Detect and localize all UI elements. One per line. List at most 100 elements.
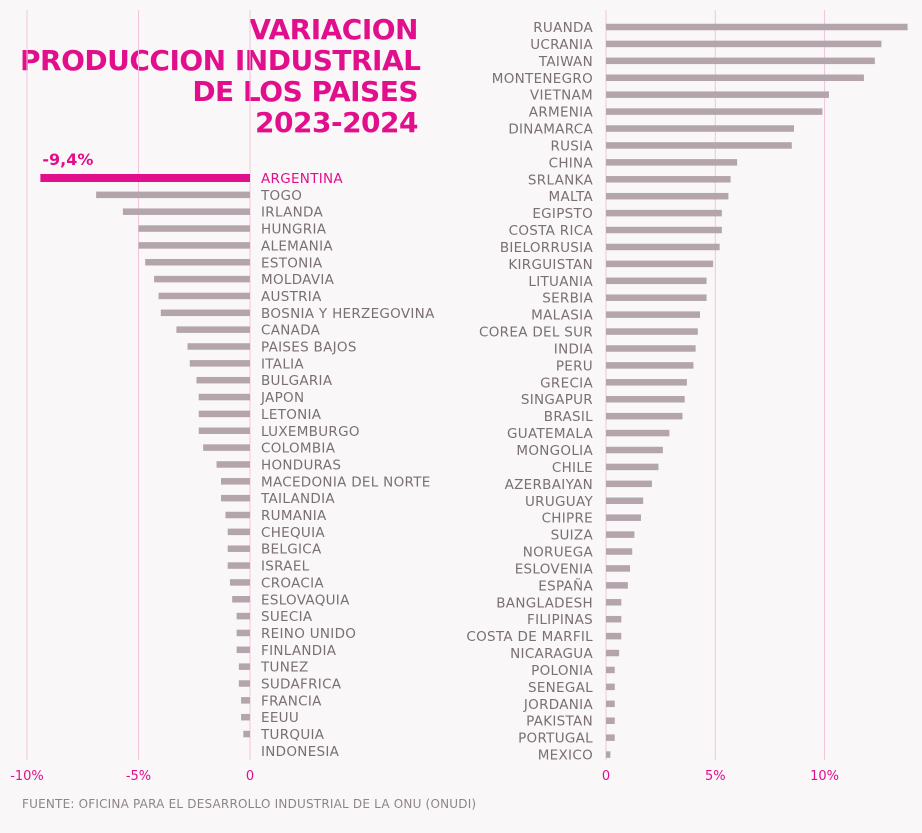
bar (606, 243, 720, 251)
category-label: FINLANDIA (261, 643, 337, 659)
category-label: CHEQUIA (261, 525, 325, 541)
category-label: ESLOVAQUIA (261, 592, 350, 608)
category-label: HUNGRIA (261, 222, 327, 238)
category-label: CHILE (552, 460, 593, 476)
category-label: MALTA (549, 189, 594, 205)
bar (606, 125, 794, 132)
category-label: INDIA (554, 341, 594, 357)
category-label: COSTA RICA (509, 223, 594, 239)
tick-label: 0 (602, 769, 610, 784)
bar (606, 294, 707, 301)
category-label: PORTUGAL (518, 731, 593, 747)
bar (198, 393, 250, 401)
bar (606, 379, 687, 386)
bar (606, 497, 644, 505)
bar (606, 362, 694, 369)
title-line: DE LOS PAISES (192, 75, 418, 108)
category-label: CHINA (549, 155, 594, 171)
bar (606, 514, 641, 521)
category-label: SUDAFRICA (261, 677, 342, 693)
category-label: MONGOLIA (516, 443, 593, 459)
category-label: BIELORRUSIA (500, 240, 594, 256)
tick-label: 0 (246, 769, 254, 784)
bar (238, 680, 250, 687)
category-label: LETONIA (261, 407, 322, 423)
bar (227, 528, 250, 536)
bar (606, 531, 635, 538)
category-label: BELGICA (261, 542, 322, 558)
bar (241, 697, 250, 704)
category-label: ALEMANIA (261, 238, 333, 254)
bar (606, 23, 908, 31)
bar (606, 429, 670, 437)
tick-label: 5% (705, 769, 726, 784)
category-label: BANGLADESH (496, 595, 593, 611)
bar (606, 751, 611, 758)
category-label: DINAMARCA (508, 122, 593, 138)
category-label: INDONESIA (261, 744, 340, 760)
bar (158, 292, 250, 300)
bar (606, 734, 615, 741)
category-label: SRLANKA (528, 172, 594, 188)
bar (606, 565, 631, 572)
bar (606, 176, 731, 183)
category-label: URUGUAY (525, 494, 593, 510)
category-label: ARMENIA (529, 105, 594, 121)
category-label: CHIPRE (542, 511, 593, 527)
category-label: REINO UNIDO (261, 626, 356, 642)
category-label: MONTENEGRO (492, 71, 593, 87)
category-label: NORUEGA (523, 545, 594, 561)
category-label: TOGO (260, 188, 302, 204)
bar (243, 730, 250, 738)
bar (606, 260, 714, 268)
category-label: MACEDONIA DEL NORTE (261, 474, 431, 490)
category-label: BULGARIA (261, 373, 333, 389)
category-label: COSTA DE MARFIL (466, 629, 593, 645)
category-label: SUECIA (261, 609, 313, 625)
bar (122, 208, 250, 215)
bar (606, 209, 722, 217)
bar (232, 596, 250, 603)
category-label: RUMANIA (261, 508, 327, 524)
category-label: PERU (556, 358, 593, 374)
bar (606, 142, 792, 149)
bar (606, 311, 700, 318)
bar (229, 579, 250, 586)
bar (606, 226, 722, 234)
bar (203, 444, 250, 451)
category-label: SERBIA (542, 291, 593, 307)
category-label: EGIPSTO (532, 206, 593, 222)
category-label: MEXICO (538, 748, 593, 764)
bar (221, 494, 250, 502)
bar (606, 615, 622, 623)
category-label: ISRAEL (261, 559, 310, 575)
bar (196, 376, 250, 384)
data-label: -9,4% (42, 150, 93, 169)
bar (606, 40, 882, 48)
bar (198, 427, 250, 434)
bar (606, 683, 615, 691)
category-label: CROACIA (261, 575, 324, 591)
bar (606, 548, 633, 555)
category-label: ITALIA (261, 356, 304, 372)
bar (606, 328, 698, 335)
bar (606, 480, 652, 488)
bar (606, 599, 622, 606)
category-label: SINGAPUR (521, 392, 593, 408)
bar (145, 259, 250, 266)
bar (227, 545, 250, 552)
bar (606, 277, 707, 285)
category-label: PAKISTAN (526, 714, 593, 730)
bar (606, 345, 696, 352)
bar (606, 446, 663, 454)
chart-title: VARIACION PRODUCCION INDUSTRIAL DE LOS P… (20, 13, 421, 138)
bar (221, 478, 250, 485)
category-label: MOLDAVIA (261, 272, 335, 288)
bar (606, 463, 659, 471)
title-line: VARIACION (249, 13, 418, 46)
bar (216, 461, 250, 468)
category-label: EEUU (261, 710, 299, 726)
category-label: TURQUIA (260, 727, 325, 743)
category-label: BOSNIA Y HERZEGOVINA (261, 306, 435, 322)
category-label: COLOMBIA (261, 441, 336, 457)
